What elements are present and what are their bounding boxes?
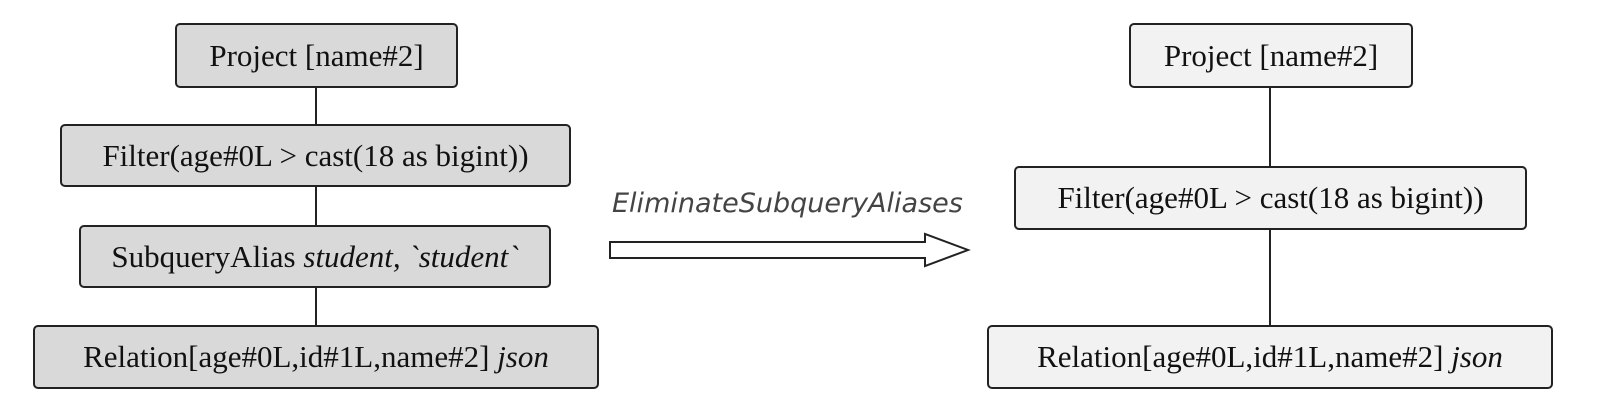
before-relation-node: Relation[age#0L,id#1L,name#2] json [33,325,599,389]
before-filter-label: Filter(age#0L > cast(18 as bigint)) [102,137,529,173]
transform-arrow [609,232,971,268]
after-filter-node: Filter(age#0L > cast(18 as bigint)) [1014,166,1527,230]
after-relation-node: Relation[age#0L,id#1L,name#2] json [987,325,1553,389]
after-relation-prefix: Relation[age#0L,id#1L,name#2] [1037,339,1452,374]
before-subquery-alias-node: SubqueryAlias student, `student` [79,225,551,288]
after-filter-label: Filter(age#0L > cast(18 as bigint)) [1057,180,1484,215]
before-project-node: Project [name#2] [175,23,458,88]
after-project-label: Project [name#2] [1163,37,1379,73]
before-relation-prefix: Relation[age#0L,id#1L,name#2] [83,339,498,374]
before-alias-italic: student, `student` [303,238,519,274]
after-relation-italic: json [1451,339,1503,374]
after-project-node: Project [name#2] [1129,23,1413,88]
before-relation-italic: json [497,339,549,374]
before-project-label: Project [name#2] [209,37,424,73]
before-filter-node: Filter(age#0L > cast(18 as bigint)) [60,124,571,187]
before-alias-prefix: SubqueryAlias [111,238,304,274]
rule-label: EliminateSubqueryAliases [612,188,963,219]
